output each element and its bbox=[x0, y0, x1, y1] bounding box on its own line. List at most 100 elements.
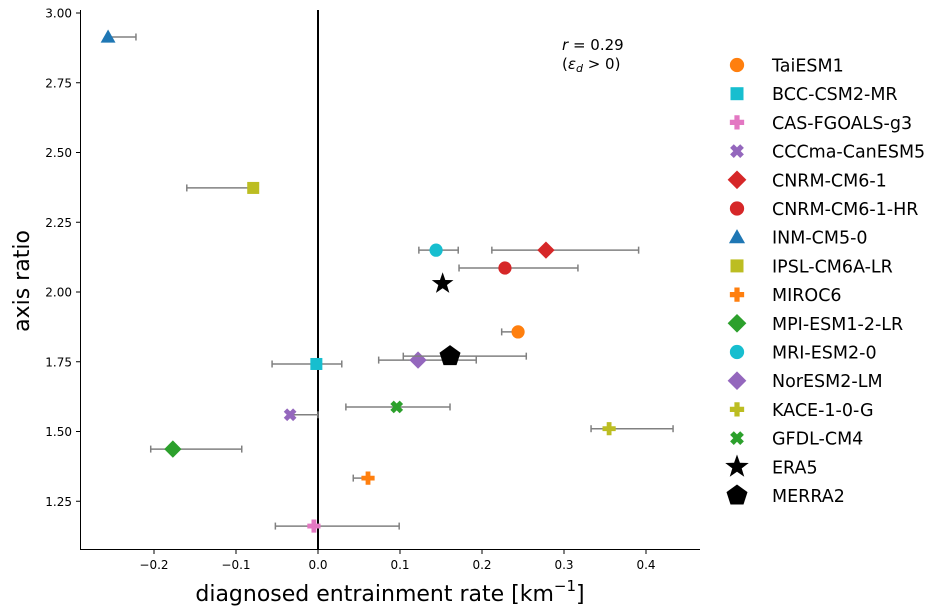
legend-item: CCCma-CanESM5 bbox=[730, 143, 925, 163]
y-tick-label: 3.00 bbox=[45, 7, 72, 21]
diamond-legend-icon bbox=[727, 371, 747, 391]
legend-item: MERRA2 bbox=[726, 484, 845, 507]
circle-marker bbox=[498, 261, 512, 275]
x-legend-icon-shape bbox=[730, 431, 744, 445]
pentagon-marker bbox=[439, 345, 461, 366]
legend-item: KACE-1-0-G bbox=[729, 401, 874, 421]
data-point-miroc6 bbox=[352, 471, 375, 485]
plus-legend-icon bbox=[729, 287, 745, 302]
legend-item: INM-CM5-0 bbox=[728, 229, 868, 249]
y-tick-label: 2.25 bbox=[45, 216, 72, 230]
legend-item: ERA5 bbox=[725, 454, 818, 478]
x-axis-ticks: −0.2 −0.1 0.0 0.1 0.2 0.3 0.4 bbox=[139, 549, 656, 572]
x-axis-label-superscript: −1 bbox=[554, 577, 576, 595]
legend-label: ERA5 bbox=[772, 458, 818, 478]
y-axis-label: axis ratio bbox=[10, 230, 35, 332]
legend-label: KACE-1-0-G bbox=[772, 401, 874, 421]
diamond-marker bbox=[537, 241, 555, 259]
legend-item: CNRM-CM6-1-HR bbox=[729, 200, 918, 220]
triangle-marker bbox=[100, 29, 116, 43]
square-legend-icon bbox=[730, 87, 744, 101]
x-tick-label: 0.2 bbox=[472, 558, 491, 572]
correlation-annotation: r = 0.29 bbox=[562, 36, 624, 54]
x-tick-label: 0.4 bbox=[636, 558, 655, 572]
legend-item: NorESM2-LM bbox=[727, 371, 883, 392]
triangle-legend-icon bbox=[728, 229, 746, 244]
circle-marker bbox=[511, 325, 525, 339]
legend-label: MPI-ESM1-2-LR bbox=[772, 315, 903, 335]
y-tick-label: 2.50 bbox=[45, 146, 72, 160]
legend: TaiESM1 BCC-CSM2-MR CAS-FGOALS-g3 CCCma-Can… bbox=[725, 57, 925, 507]
data-point-merra2 bbox=[402, 345, 528, 366]
x-marker-shape bbox=[283, 408, 297, 422]
x-legend-icon bbox=[730, 431, 744, 445]
y-axis-ticks: 1.25 1.50 1.75 2.00 2.25 2.50 2.75 3.00 bbox=[45, 7, 81, 509]
legend-label: MIROC6 bbox=[772, 286, 842, 306]
x-marker-shape bbox=[390, 400, 404, 414]
legend-label: BCC-CSM2-MR bbox=[772, 85, 898, 105]
legend-label: MERRA2 bbox=[772, 487, 845, 507]
data-point-noresm2-lm bbox=[377, 351, 478, 369]
legend-item: GFDL-CM4 bbox=[730, 430, 863, 450]
x-legend-icon-shape bbox=[730, 144, 744, 158]
data-point-cnrm-cm6-1-hr bbox=[458, 261, 579, 275]
plus-marker bbox=[361, 471, 375, 485]
plus-legend-icon bbox=[729, 402, 745, 417]
y-tick-label: 2.00 bbox=[45, 286, 72, 300]
diamond-legend-icon bbox=[727, 313, 747, 333]
diamond-marker bbox=[409, 351, 427, 369]
data-point-gfdl-cm4 bbox=[345, 400, 451, 414]
data-point-mri-esm2-0 bbox=[418, 243, 459, 257]
data-point-mpi-esm1-2-lr bbox=[149, 440, 243, 458]
legend-label: CNRM-CM6-1-HR bbox=[772, 200, 918, 220]
legend-label: CNRM-CM6-1 bbox=[772, 171, 887, 191]
pentagon-legend-icon bbox=[726, 484, 748, 505]
legend-item: CAS-FGOALS-g3 bbox=[729, 114, 912, 134]
legend-label: CAS-FGOALS-g3 bbox=[772, 114, 912, 134]
x-marker bbox=[390, 400, 404, 414]
legend-label: GFDL-CM4 bbox=[772, 430, 863, 450]
y-tick-label: 2.75 bbox=[45, 76, 72, 90]
star-marker bbox=[431, 272, 454, 293]
x-axis-label: diagnosed entrainment rate [km−1] bbox=[195, 577, 584, 607]
data-point-cnrm-cm6-1 bbox=[491, 241, 640, 259]
y-tick-label: 1.50 bbox=[45, 425, 72, 439]
x-legend-icon bbox=[730, 144, 744, 158]
diamond-legend-icon bbox=[727, 170, 747, 190]
data-point-cas-fgoals-g3 bbox=[274, 519, 400, 533]
legend-label: TaiESM1 bbox=[771, 57, 844, 77]
x-tick-label: 0.0 bbox=[308, 558, 327, 572]
data-point-kace-1-0-g bbox=[590, 422, 674, 436]
data-point-era5 bbox=[431, 272, 454, 293]
legend-item: CNRM-CM6-1 bbox=[727, 170, 887, 191]
square-marker bbox=[310, 357, 323, 370]
x-marker bbox=[283, 408, 297, 422]
legend-item: MPI-ESM1-2-LR bbox=[727, 313, 903, 335]
legend-item: MRI-ESM2-0 bbox=[729, 344, 877, 364]
legend-item: IPSL-CM6A-LR bbox=[730, 257, 893, 277]
x-tick-label: 0.3 bbox=[554, 558, 573, 572]
legend-item: TaiESM1 bbox=[729, 57, 844, 77]
x-tick-label: −0.2 bbox=[139, 558, 168, 572]
legend-label: INM-CM5-0 bbox=[772, 229, 868, 249]
data-point-taiesm1 bbox=[500, 325, 525, 339]
plus-legend-icon bbox=[729, 115, 745, 130]
circle-legend-icon bbox=[729, 201, 745, 216]
data-point-inm-cm5-0 bbox=[100, 29, 137, 43]
legend-item: BCC-CSM2-MR bbox=[730, 85, 898, 105]
square-marker bbox=[247, 181, 260, 194]
circle-marker bbox=[429, 243, 443, 257]
x-tick-label: 0.1 bbox=[390, 558, 409, 572]
data-point-ipsl-cm6a-lr bbox=[186, 181, 260, 194]
legend-label: IPSL-CM6A-LR bbox=[772, 257, 893, 277]
circle-legend-icon bbox=[729, 57, 745, 73]
legend-label: MRI-ESM2-0 bbox=[772, 344, 877, 364]
circle-legend-icon bbox=[729, 344, 745, 360]
plus-marker bbox=[307, 519, 321, 533]
plot-area bbox=[100, 10, 674, 549]
legend-label: CCCma-CanESM5 bbox=[772, 143, 925, 163]
diamond-marker bbox=[164, 440, 182, 458]
x-tick-label: −0.1 bbox=[221, 558, 250, 572]
data-point-cccma-canesm5 bbox=[283, 408, 319, 422]
